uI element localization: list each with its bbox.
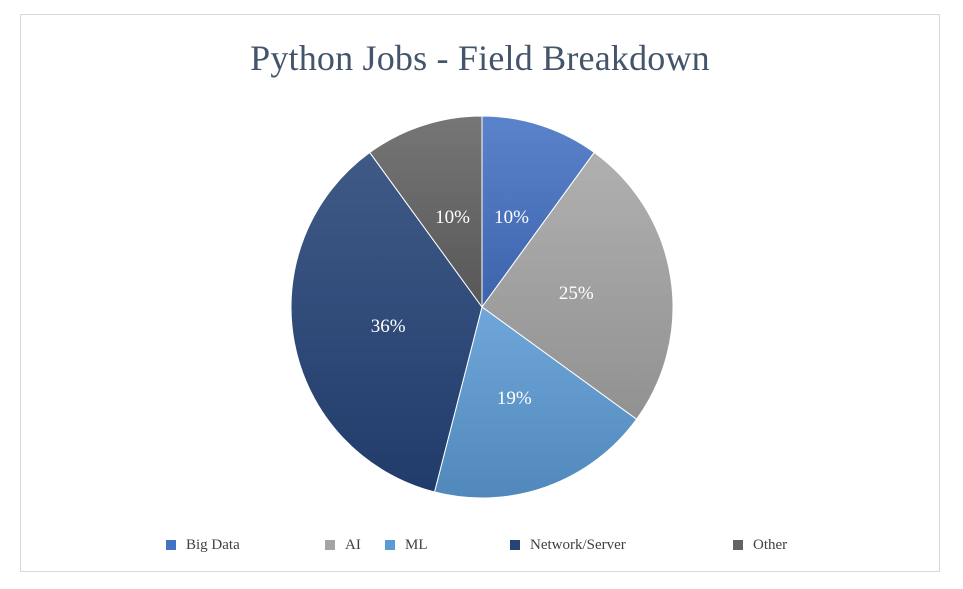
legend-label-network-server: Network/Server — [530, 536, 626, 553]
chart-title: Python Jobs - Field Breakdown — [250, 38, 710, 78]
pie-slice-big-data — [481, 115, 595, 309]
legend-label-other: Other — [753, 536, 788, 553]
pie-slice-ml — [433, 306, 638, 499]
legend-swatch-big-data — [166, 540, 176, 550]
legend-item-ml: ML — [385, 534, 428, 556]
data-label-other: 10% — [435, 207, 470, 228]
legend-item-other: Other — [733, 534, 787, 556]
pie-chart: 10% 25% 19% 36% 10% — [290, 115, 674, 499]
pie-slices — [290, 115, 674, 499]
legend-item-network-server: Network/Server — [510, 534, 626, 556]
legend: Big Data AI ML Network/Server Other — [21, 534, 939, 556]
data-label-ai: 25% — [559, 283, 594, 304]
pie-slice-other — [369, 115, 483, 309]
legend-swatch-ai — [325, 540, 335, 550]
data-label-big-data: 10% — [494, 207, 529, 228]
legend-label-big-data: Big Data — [186, 536, 240, 553]
data-label-network-server: 36% — [371, 316, 406, 337]
legend-swatch-network-server — [510, 540, 520, 550]
legend-item-ai: AI — [325, 534, 361, 556]
pie-slice-ai — [481, 151, 674, 420]
legend-swatch-other — [733, 540, 743, 550]
legend-label-ai: AI — [345, 536, 361, 553]
chart-area: Python Jobs - Field Breakdown 10% 25% 19% 3… — [20, 14, 940, 572]
legend-swatch-ml — [385, 540, 395, 550]
pie-data-labels: 10% 25% 19% 36% 10% — [371, 207, 594, 409]
data-label-ml: 19% — [497, 388, 532, 409]
pie-slice-network-server — [290, 151, 483, 493]
legend-item-big-data: Big Data — [166, 534, 240, 556]
legend-label-ml: ML — [405, 536, 428, 553]
